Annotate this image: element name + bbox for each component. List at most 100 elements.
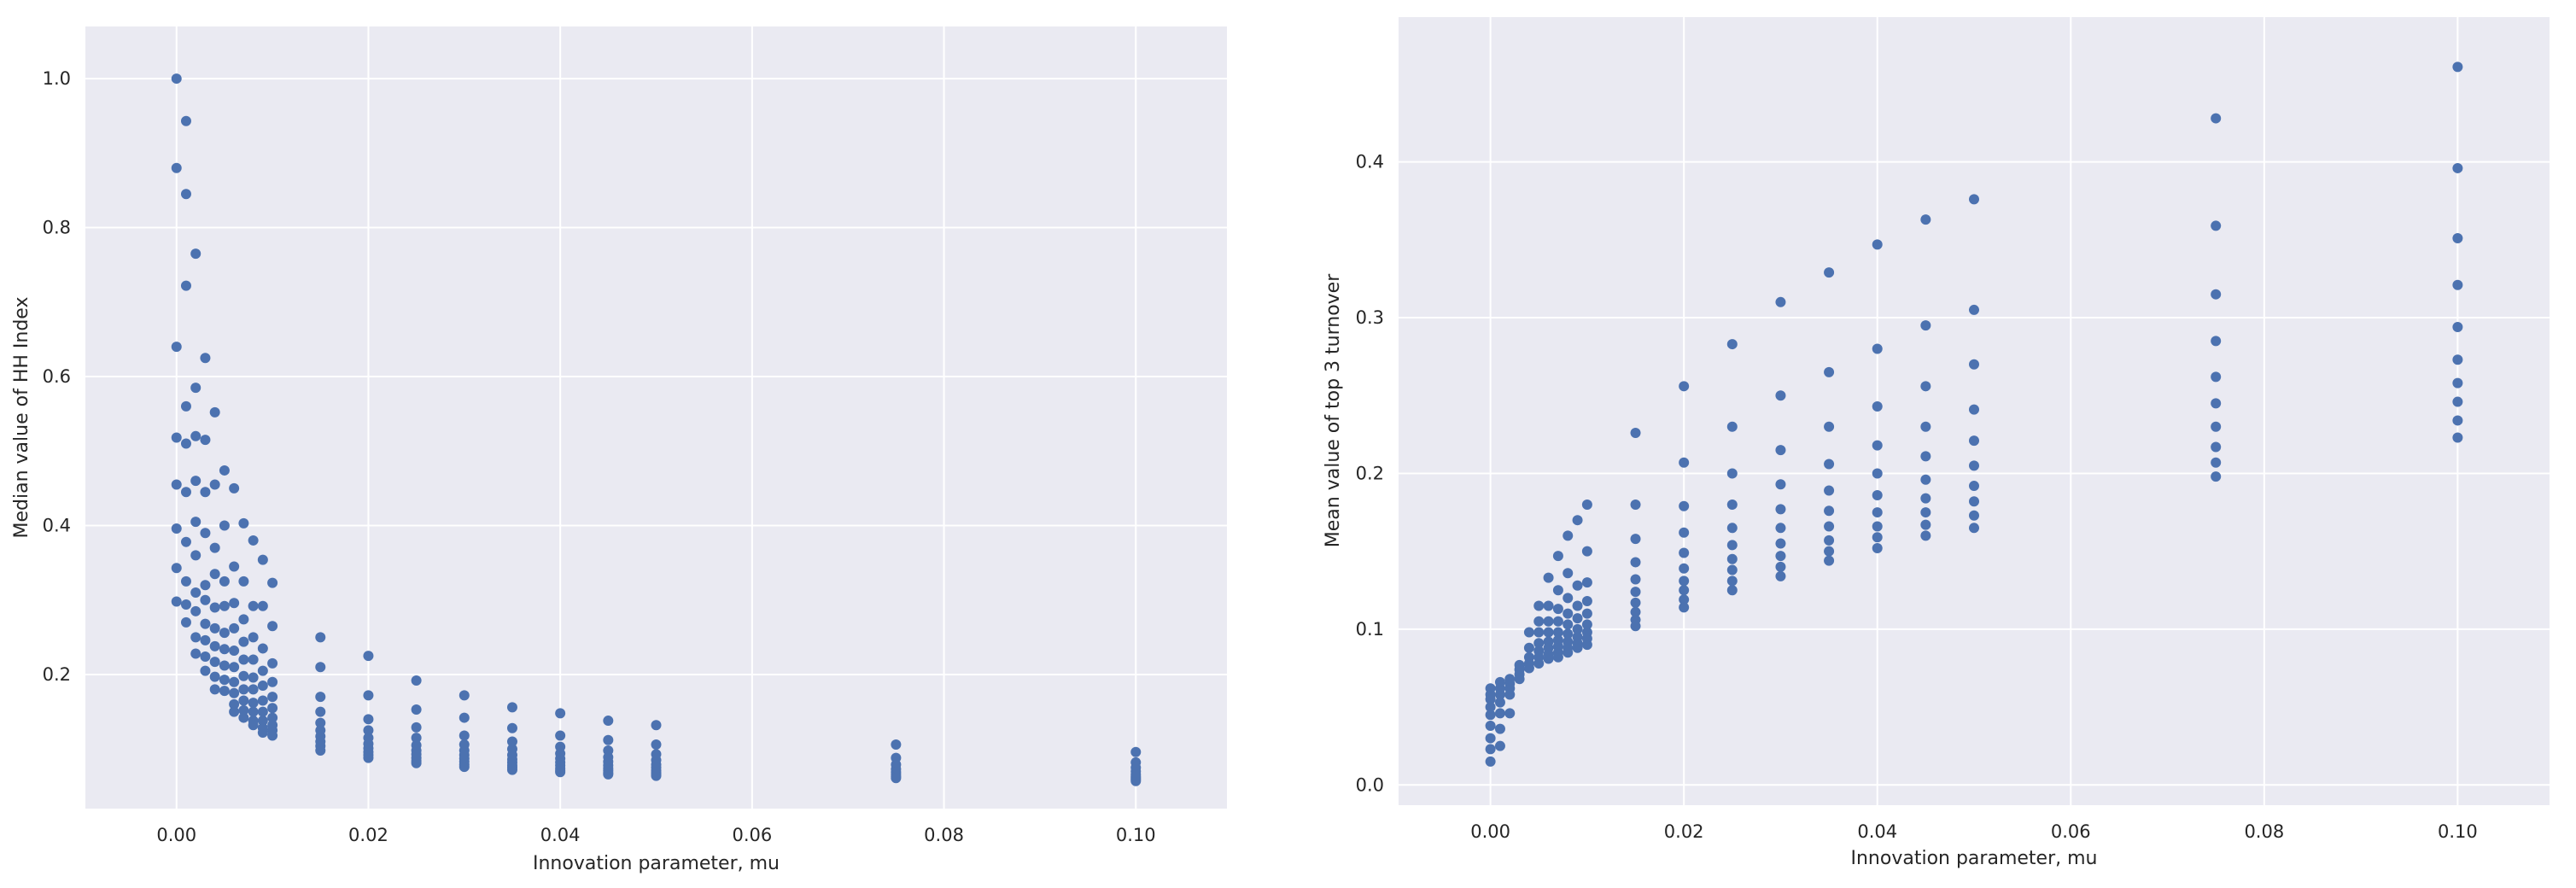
y-tick-label: 0.2 — [1356, 463, 1384, 483]
data-point — [1494, 689, 1505, 700]
y-tick-label: 0.0 — [1356, 774, 1384, 795]
data-point — [1581, 619, 1592, 630]
data-point — [171, 162, 182, 173]
data-point — [267, 657, 278, 669]
data-point — [1824, 459, 1835, 470]
data-point — [1969, 510, 1979, 521]
data-point — [2211, 113, 2222, 124]
data-point — [2211, 421, 2222, 432]
data-point — [1485, 710, 1496, 721]
data-point — [411, 733, 422, 744]
data-point — [180, 575, 191, 587]
data-point — [1969, 194, 1979, 205]
data-point — [1920, 519, 1931, 530]
data-point — [1872, 440, 1883, 451]
data-point — [1485, 744, 1496, 755]
data-point — [1824, 421, 1835, 432]
left-y-axis-label: Median value of HH Index — [11, 297, 32, 539]
data-point — [248, 698, 259, 709]
data-point — [1494, 723, 1505, 734]
data-point — [891, 773, 902, 784]
data-point — [1920, 530, 1931, 541]
data-point — [1630, 606, 1641, 617]
left-points — [171, 73, 1142, 786]
data-point — [1679, 602, 1690, 613]
data-point — [315, 692, 326, 703]
data-point — [1775, 561, 1786, 572]
data-point — [315, 717, 326, 728]
data-point — [180, 280, 191, 291]
x-tick-label: 0.04 — [540, 825, 581, 845]
data-point — [555, 730, 566, 741]
right-x-axis-label: Innovation parameter, mu — [1851, 848, 2098, 869]
data-point — [651, 720, 662, 731]
data-point — [1872, 507, 1883, 518]
data-point — [1775, 551, 1786, 562]
data-point — [1920, 381, 1931, 392]
data-point — [2452, 233, 2463, 244]
data-point — [1552, 651, 1563, 663]
data-point — [1533, 616, 1545, 627]
data-point — [1494, 708, 1505, 719]
data-point — [171, 73, 182, 85]
data-point — [180, 189, 191, 200]
data-point — [1775, 479, 1786, 490]
data-point — [411, 722, 422, 733]
data-point — [1572, 580, 1583, 591]
data-point — [2452, 377, 2463, 388]
data-point — [1872, 532, 1883, 543]
data-point — [248, 632, 259, 643]
x-tick-label: 0.00 — [1470, 821, 1510, 842]
data-point — [1485, 720, 1496, 731]
data-point — [1824, 267, 1835, 278]
data-point — [200, 580, 211, 591]
data-point — [459, 762, 470, 773]
data-point — [2452, 396, 2463, 407]
data-point — [267, 730, 278, 741]
data-point — [2211, 457, 2222, 468]
data-point — [1969, 523, 1979, 534]
data-point — [200, 435, 211, 446]
data-point — [209, 602, 220, 613]
y-tick-label: 0.6 — [43, 366, 71, 387]
right-y-axis-label: Mean value of top 3 turnover — [1323, 273, 1344, 547]
left-grid — [85, 26, 1227, 809]
data-point — [1581, 499, 1592, 510]
data-point — [229, 598, 240, 609]
data-point — [363, 752, 374, 763]
data-point — [1572, 600, 1583, 611]
data-point — [411, 675, 422, 686]
data-point — [1630, 534, 1641, 545]
data-point — [1630, 597, 1641, 608]
data-point — [209, 640, 220, 651]
data-point — [2211, 220, 2222, 231]
data-point — [1679, 500, 1690, 511]
data-point — [209, 479, 220, 490]
data-point — [1679, 547, 1690, 558]
data-point — [2452, 432, 2463, 443]
data-point — [171, 479, 182, 490]
data-point — [1872, 521, 1883, 532]
data-point — [1969, 460, 1979, 471]
data-point — [200, 634, 211, 646]
right-points — [1485, 61, 2463, 767]
data-point — [506, 736, 517, 747]
data-point — [1485, 702, 1496, 713]
data-point — [1533, 627, 1545, 638]
data-point — [190, 587, 202, 599]
data-point — [1969, 304, 1979, 315]
x-tick-label: 0.02 — [348, 825, 388, 845]
data-point — [248, 654, 259, 665]
data-point — [315, 706, 326, 717]
data-point — [257, 554, 268, 565]
data-point — [190, 248, 202, 260]
y-tick-label: 1.0 — [43, 68, 71, 89]
data-point — [171, 523, 182, 534]
data-point — [1920, 320, 1931, 331]
data-point — [1775, 504, 1786, 515]
data-point — [1775, 445, 1786, 456]
data-point — [363, 714, 374, 725]
x-tick-label: 0.08 — [2244, 821, 2284, 842]
data-point — [1775, 538, 1786, 549]
data-point — [315, 632, 326, 643]
